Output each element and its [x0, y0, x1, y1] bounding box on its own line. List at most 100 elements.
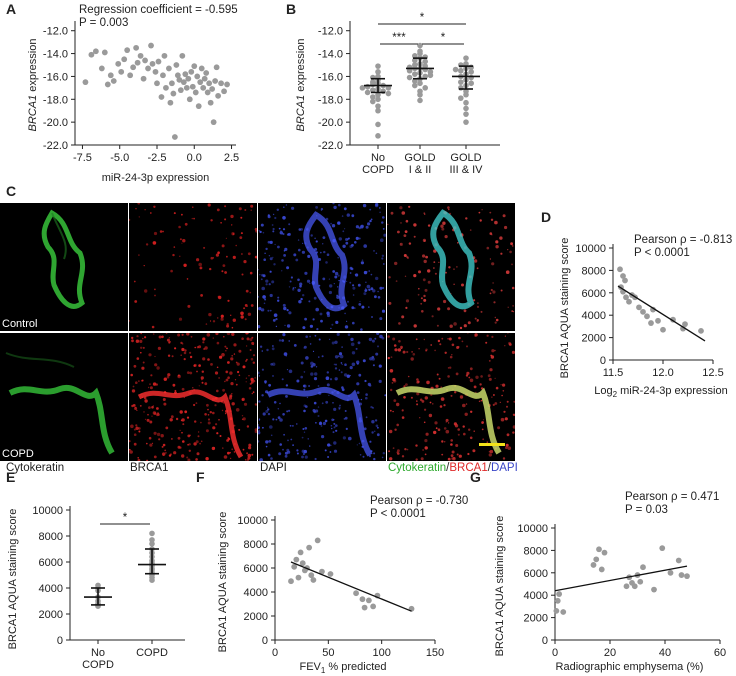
tissue-speck: [420, 297, 423, 300]
data-point-b: [364, 83, 371, 90]
tissue-speck: [279, 418, 283, 422]
tissue-speck: [265, 445, 268, 448]
y-tick-label-b: -20.0: [318, 117, 343, 129]
tissue-speck: [272, 230, 275, 233]
tissue-speck: [172, 253, 175, 257]
data-point-b: [458, 95, 464, 101]
tissue-speck: [341, 346, 343, 348]
x-tick-label-f: 0: [272, 647, 278, 659]
tissue-speck: [419, 398, 423, 402]
tissue-speck: [132, 385, 135, 388]
x-tick-label-a: -2.5: [148, 152, 167, 164]
tissue-speck: [270, 363, 273, 366]
tissue-speck: [130, 424, 134, 429]
tissue-speck: [251, 336, 254, 339]
tissue-speck: [161, 335, 164, 339]
tissue-speck: [314, 237, 316, 240]
tissue-speck: [304, 317, 307, 321]
tissue-speck: [243, 260, 247, 264]
tissue-speck: [490, 218, 494, 221]
tissue-speck: [449, 355, 453, 359]
y-tick-label-d: 8000: [582, 265, 606, 277]
tissue-speck: [146, 418, 150, 422]
tissue-speck: [473, 299, 476, 302]
tissue-speck: [504, 345, 506, 347]
tissue-speck: [195, 458, 198, 461]
tissue-speck: [273, 401, 277, 404]
tissue-speck: [508, 343, 512, 346]
tissue-speck: [250, 377, 254, 382]
tissue-speck: [334, 275, 338, 279]
data-point-b: [463, 119, 469, 125]
data-point-a: [167, 99, 174, 106]
tissue-speck: [412, 353, 416, 356]
tissue-speck: [507, 446, 512, 450]
tissue-speck: [233, 343, 237, 347]
data-point-d: [660, 326, 666, 333]
tissue-speck: [331, 323, 334, 326]
tissue-speck: [229, 371, 233, 375]
tissue-speck: [200, 376, 204, 380]
data-point-b: [412, 71, 418, 77]
tissue-speck: [356, 382, 360, 386]
tissue-speck: [378, 364, 382, 368]
tissue-speck: [135, 426, 139, 430]
tissue-speck: [406, 448, 409, 451]
tissue-speck: [381, 309, 386, 313]
tissue-speck: [467, 452, 470, 456]
tissue-speck: [199, 267, 202, 270]
tissue-speck: [317, 385, 320, 387]
category-label-e: No: [91, 647, 105, 659]
y-axis-label-b: BRCA1 expression: [295, 39, 307, 132]
y-axis-label-f: BRCA1 AQUA staining score: [217, 512, 229, 653]
tissue-speck: [138, 380, 140, 382]
tissue-speck: [177, 436, 181, 440]
category-label-e: COPD: [82, 659, 114, 671]
tissue-speck: [410, 357, 414, 361]
tissue-speck: [486, 441, 489, 443]
tissue-speck: [268, 283, 271, 286]
data-point-d: [648, 320, 654, 326]
tissue-speck: [398, 322, 401, 325]
tissue-speck: [303, 404, 307, 407]
micrograph-copd-cytokeratin: [0, 333, 128, 461]
tissue-speck: [287, 450, 291, 454]
micrograph-copd-brca1: [129, 333, 257, 461]
tissue-speck: [406, 350, 409, 354]
tissue-speck: [439, 343, 442, 346]
tissue-speck: [235, 244, 237, 247]
tissue-speck: [392, 447, 395, 449]
panel-letter-c: C: [6, 183, 16, 199]
tissue-speck: [506, 433, 510, 437]
x-axis-label-main-d: Log: [594, 385, 612, 397]
tissue-speck: [513, 400, 515, 403]
tissue-speck: [263, 258, 266, 261]
tissue-speck: [129, 218, 131, 221]
channel-label-dapi: DAPI: [260, 462, 287, 474]
data-point-b: [375, 69, 381, 75]
tissue-speck: [366, 271, 368, 273]
tissue-speck: [282, 413, 285, 416]
tissue-speck: [322, 243, 324, 245]
tissue-speck: [133, 428, 136, 431]
tissue-speck: [373, 457, 376, 461]
tissue-speck: [342, 244, 346, 248]
tissue-speck: [379, 317, 383, 321]
tissue-speck: [375, 352, 379, 356]
tissue-speck: [333, 419, 335, 421]
tissue-speck: [395, 280, 398, 282]
micrograph-control-cytokeratin: [0, 203, 128, 331]
data-point-f: [310, 577, 317, 583]
tissue-speck: [272, 418, 275, 421]
tissue-speck: [455, 372, 459, 376]
tissue-speck: [318, 284, 321, 287]
y-tick-label-a: -18.0: [43, 94, 68, 106]
tissue-speck: [476, 319, 479, 322]
tissue-speck: [284, 324, 286, 327]
tissue-speck: [285, 384, 289, 387]
tissue-speck: [365, 281, 367, 283]
data-point-b: [422, 54, 429, 60]
tissue-speck: [207, 408, 209, 411]
tissue-speck: [451, 354, 453, 356]
tissue-speck: [147, 413, 149, 416]
